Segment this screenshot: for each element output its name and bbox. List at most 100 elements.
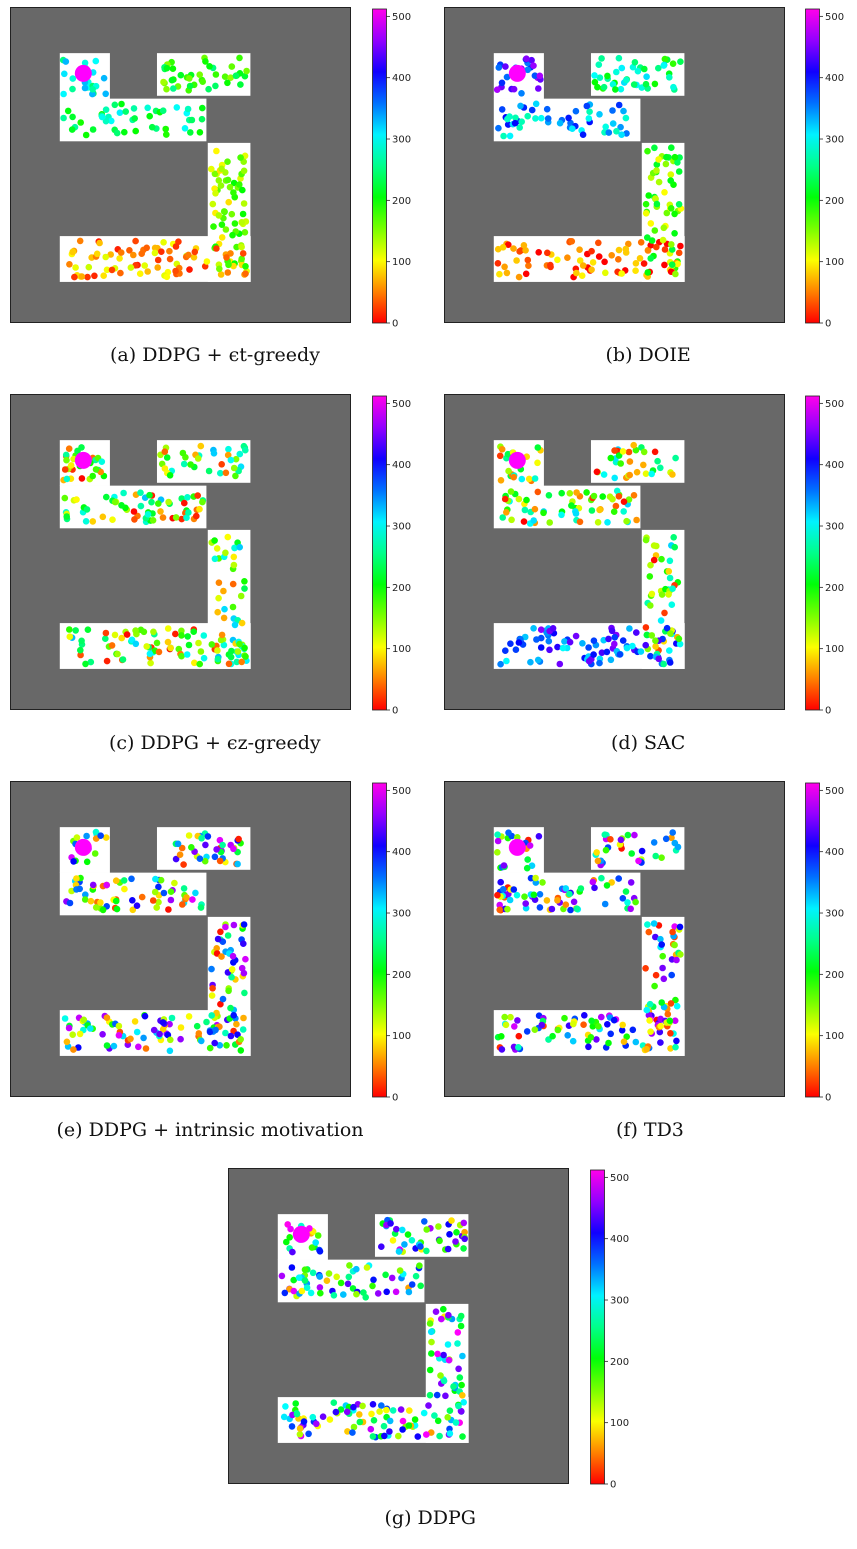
visit-point <box>573 489 580 496</box>
visit-point <box>499 886 507 893</box>
visit-point <box>669 585 676 592</box>
visit-point <box>503 509 510 516</box>
visit-point <box>498 1046 506 1053</box>
visit-point <box>401 1241 408 1248</box>
visit-point <box>89 90 96 98</box>
visit-point <box>131 516 138 523</box>
visit-point <box>99 906 107 914</box>
visit-point <box>220 614 228 622</box>
colorbar-tick-label: 200 <box>610 1357 629 1368</box>
visit-point <box>151 888 159 896</box>
visit-point <box>172 630 179 638</box>
visit-point <box>506 896 514 904</box>
visit-point <box>620 107 627 115</box>
visit-point <box>525 262 532 269</box>
visit-point <box>370 1417 378 1424</box>
visit-point <box>653 161 661 168</box>
visit-point <box>369 1401 377 1408</box>
visit-point <box>218 631 226 639</box>
visit-point <box>617 460 624 467</box>
visit-point <box>521 506 529 514</box>
visit-point <box>624 899 631 906</box>
visit-point <box>236 543 243 551</box>
visit-point <box>608 252 615 259</box>
visit-point <box>234 648 242 655</box>
panel-caption: (c) DDPG + ϵz-greedy <box>109 732 321 754</box>
visit-point <box>620 1038 628 1045</box>
visit-point <box>458 1381 465 1389</box>
visit-point <box>83 832 90 840</box>
visit-point <box>184 105 192 113</box>
visit-point <box>564 1032 571 1039</box>
visit-point <box>676 640 684 648</box>
visit-point <box>506 113 513 120</box>
visit-point <box>150 1026 158 1034</box>
visit-point <box>224 451 232 459</box>
visit-point <box>216 836 224 844</box>
visit-point <box>658 941 665 948</box>
visit-point <box>532 874 539 882</box>
visit-point <box>232 472 239 480</box>
visit-point <box>436 1432 443 1440</box>
visit-point <box>554 897 561 904</box>
visit-point <box>607 454 615 462</box>
visit-point <box>578 272 586 280</box>
panel-caption: (d) SAC <box>611 732 686 754</box>
visit-point <box>659 964 666 972</box>
visit-point <box>642 200 650 208</box>
visit-point <box>547 263 554 271</box>
visit-point <box>667 630 674 637</box>
panel-caption: (e) DDPG + intrinsic motivation <box>56 1119 364 1141</box>
visit-point <box>595 61 603 68</box>
visit-point <box>608 879 615 886</box>
visit-point <box>668 241 675 248</box>
visit-point <box>132 627 139 634</box>
visit-point <box>572 632 580 640</box>
visit-point <box>640 260 648 267</box>
visit-point <box>317 1289 324 1297</box>
visit-point <box>330 1399 338 1406</box>
visit-point <box>648 470 655 478</box>
visit-point <box>343 1408 351 1416</box>
visit-point <box>675 168 683 175</box>
visit-point <box>518 90 525 97</box>
visit-point <box>159 514 167 521</box>
visit-point <box>442 1392 449 1400</box>
visit-point <box>103 266 111 274</box>
visit-point <box>316 1284 324 1291</box>
visit-point <box>498 79 506 87</box>
visit-point <box>531 475 539 482</box>
visit-point <box>613 128 620 135</box>
visit-point <box>84 626 92 633</box>
visit-point <box>617 836 625 844</box>
visit-point <box>73 875 80 882</box>
visit-point <box>203 1018 210 1026</box>
visit-point <box>576 246 583 253</box>
visit-point <box>102 253 109 261</box>
visit-point <box>627 879 635 886</box>
visit-point <box>653 167 660 174</box>
visit-point <box>237 81 244 88</box>
visit-point <box>242 446 249 454</box>
visit-point <box>213 945 220 952</box>
visit-point <box>129 906 137 914</box>
visit-point <box>651 982 658 990</box>
visit-point <box>186 82 194 90</box>
visit-point <box>119 656 127 663</box>
visit-point <box>237 1036 244 1043</box>
visit-point <box>600 471 608 478</box>
goal-marker <box>292 1225 310 1243</box>
visit-point <box>668 144 675 151</box>
visit-point <box>612 86 619 93</box>
visit-point <box>159 1025 167 1033</box>
visit-point <box>185 251 192 259</box>
visit-point <box>240 1014 247 1022</box>
visit-point <box>138 893 146 901</box>
visit-point <box>423 1247 430 1255</box>
visit-point <box>611 640 618 648</box>
visit-point <box>158 248 165 255</box>
visit-point <box>615 875 622 882</box>
visit-point <box>591 78 599 86</box>
visit-point <box>505 829 512 836</box>
maze-plot <box>228 1168 569 1484</box>
